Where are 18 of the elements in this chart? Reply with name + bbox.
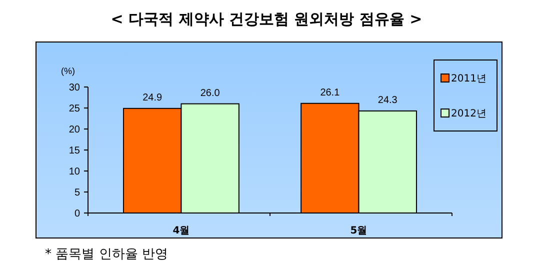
y-tick-label: 25 xyxy=(68,104,80,114)
data-label: 26.0 xyxy=(200,88,220,99)
legend-label: 2011년 xyxy=(451,74,486,84)
y-tick-label: 0 xyxy=(74,208,80,220)
y-tick-label: 5 xyxy=(74,188,80,198)
x-tick-label: 4월 xyxy=(172,226,190,236)
data-label: 24.3 xyxy=(378,94,398,106)
y-tick-label: 20 xyxy=(68,124,80,136)
y-tick-label: 15 xyxy=(68,146,80,156)
legend-label: 2012년 xyxy=(451,108,486,120)
data-label: 24.9 xyxy=(142,92,163,104)
text: * 품목별 인하율 반영 xyxy=(45,247,168,262)
x-tick-label: 5월 xyxy=(350,226,368,236)
y-axis-title: (%) xyxy=(61,66,75,76)
data-label: 26.1 xyxy=(320,87,340,98)
y-tick-label: 30 xyxy=(68,82,80,94)
chart-title: < 다국적 제약사 건강보험 원외처방 점유율 > xyxy=(110,10,422,28)
y-tick-label: 10 xyxy=(68,166,80,178)
